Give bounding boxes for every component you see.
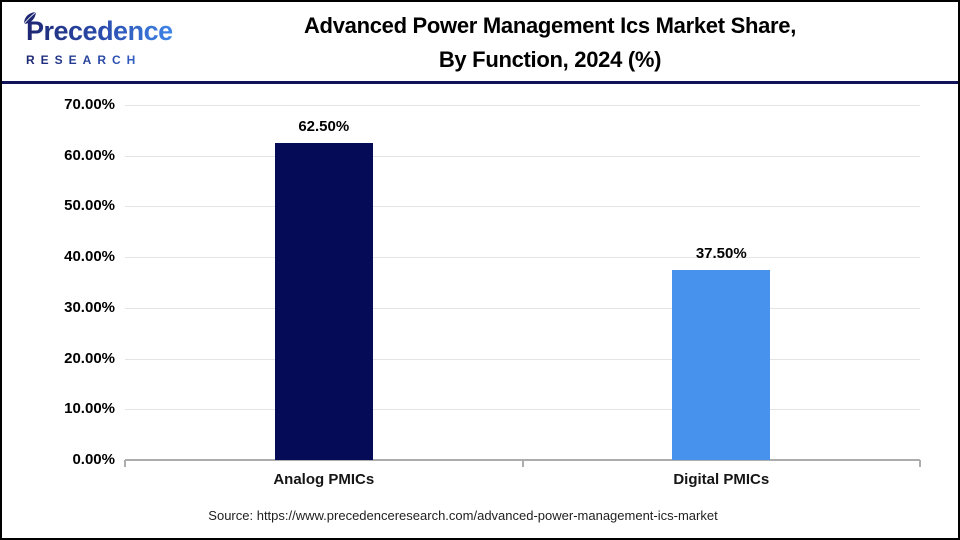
gridline [125, 155, 920, 157]
category-label-digital-pmics: Digital PMICs [673, 471, 770, 488]
bar-digital-pmics [672, 269, 771, 460]
gridline [125, 358, 920, 360]
logo-subname: RESEARCH [26, 53, 176, 67]
y-axis-label: 0.00% [72, 451, 115, 468]
chart-title-line1: Advanced Power Management Ics Market Sha… [303, 13, 797, 38]
logo-name: Precedence [26, 16, 173, 46]
leaf-icon [22, 7, 38, 25]
y-axis-label: 10.00% [64, 400, 115, 418]
y-axis-label: 30.00% [64, 298, 115, 316]
gridline [125, 257, 920, 259]
gridline [125, 105, 920, 106]
gridline [125, 307, 920, 309]
bar-chart: 0.00% 10.00% 20.00% 30.00% 40.00% 50.00% 60.00… [2, 84, 958, 538]
gridline [125, 409, 920, 411]
y-axis-label: 20.00% [64, 349, 115, 367]
category-label-analog-pmics: Analog PMICs [273, 471, 375, 488]
chart-title-line2: By Function, 2024 (%) [438, 47, 662, 72]
y-axis-label: 40.00% [64, 248, 115, 266]
bar-value-label: 37.50% [695, 244, 747, 262]
chart-title: Advanced Power Management Ics Market Sha… [162, 9, 938, 77]
y-axis-label: 60.00% [64, 146, 115, 164]
y-axis-label: 70.00% [64, 96, 115, 113]
y-axis-label: 50.00% [64, 197, 115, 215]
precedence-research-logo: Precedence RESEARCH [23, 11, 176, 67]
x-axis-tick [521, 460, 524, 467]
header: Precedence RESEARCH Advanced Power Manag… [2, 2, 958, 84]
bar-value-label: 62.50% [298, 118, 350, 136]
source-attribution: Source: https://www.precedenceresearch.c… [208, 508, 718, 523]
x-axis-tick [919, 460, 921, 467]
gridline [125, 206, 920, 208]
x-axis-tick [124, 460, 126, 467]
bar-analog-pmics [274, 143, 373, 460]
